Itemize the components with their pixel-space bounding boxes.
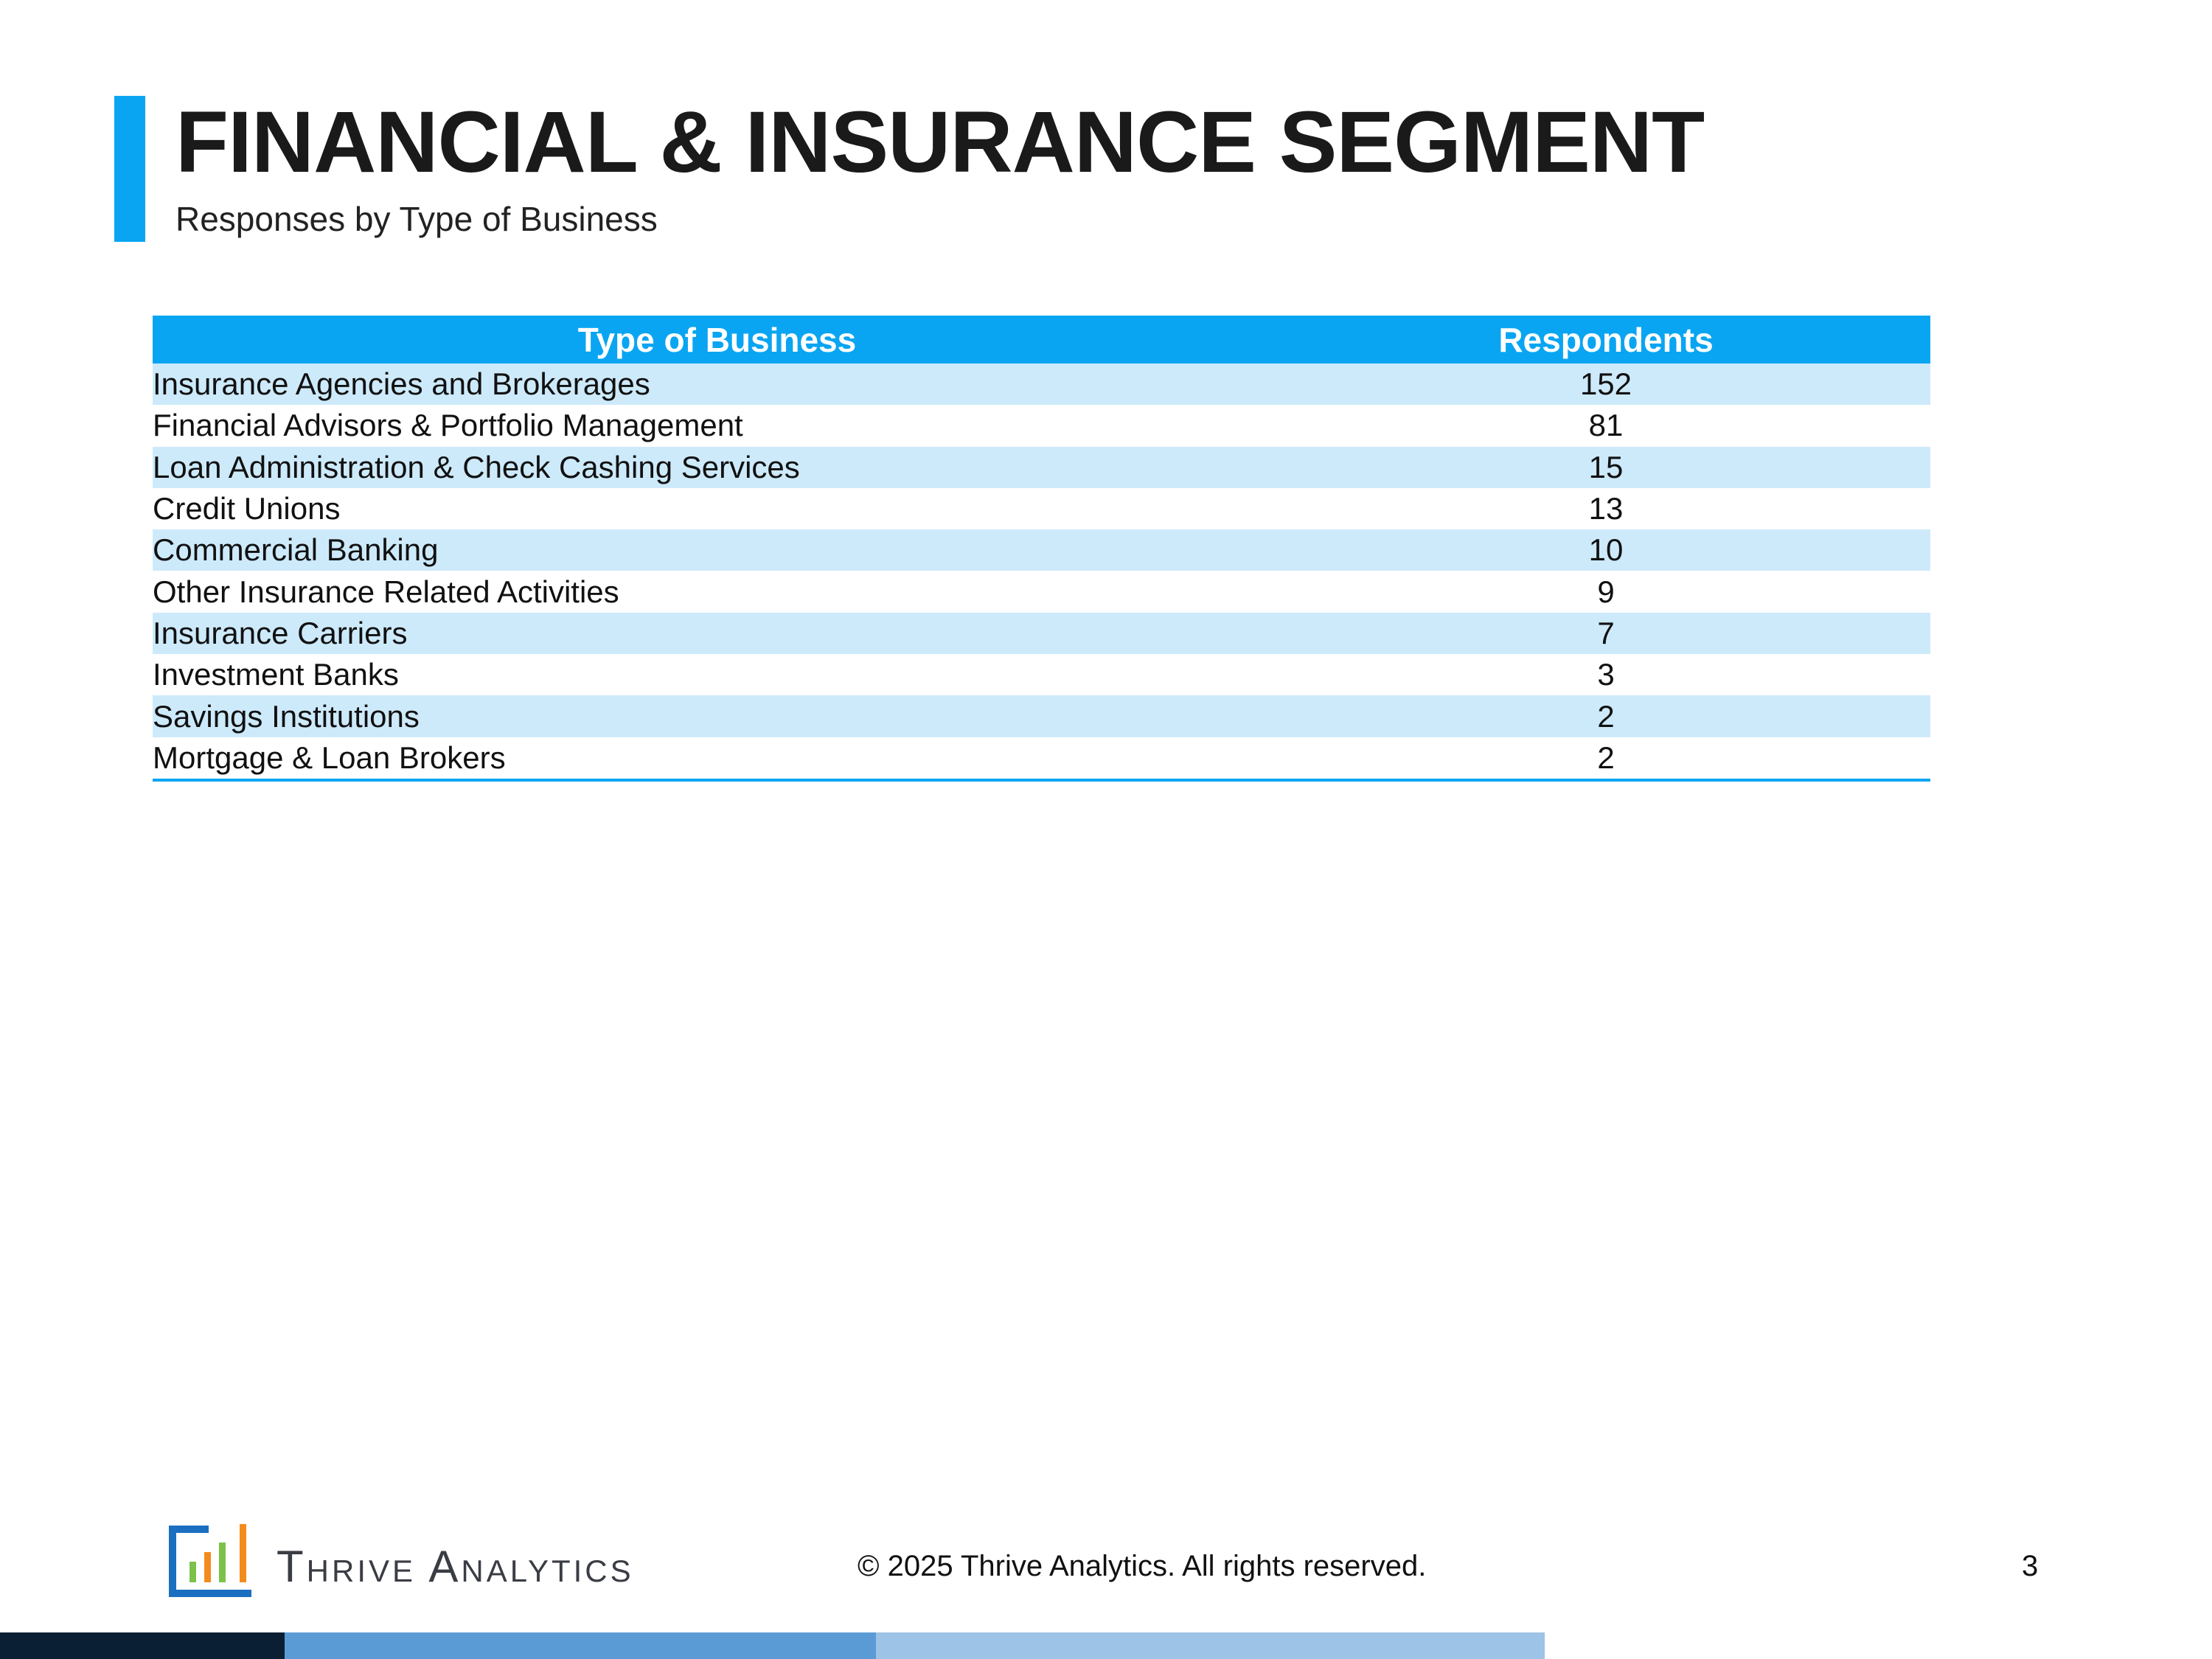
business-type-cell: Savings Institutions: [153, 695, 1281, 737]
business-type-cell: Financial Advisors & Portfolio Managemen…: [153, 408, 743, 443]
footer-bar-dark: [0, 1632, 285, 1659]
table-row: Insurance Carriers 7: [153, 612, 1930, 655]
table-row: Commercial Banking 10: [153, 529, 1930, 571]
footer-bar-mid: [285, 1632, 876, 1659]
table-row: Credit Unions 13: [153, 488, 1930, 529]
table-row: Savings Institutions 2: [153, 695, 1930, 737]
table-header-row: Type of Business Respondents: [153, 316, 1930, 364]
business-type-table: Type of Business Respondents Insurance A…: [153, 316, 1930, 782]
table-row: Loan Administration & Check Cashing Serv…: [153, 446, 1930, 488]
respondents-cell: 81: [1588, 408, 1624, 443]
page-subtitle: Responses by Type of Business: [175, 200, 658, 238]
table-row: Financial Advisors & Portfolio Managemen…: [153, 405, 1930, 446]
business-type-cell: Insurance Carriers: [153, 612, 1281, 655]
table-row: Mortgage & Loan Brokers 2: [153, 737, 1930, 782]
business-type-cell: Credit Unions: [153, 491, 341, 526]
copyright: © 2025 Thrive Analytics. All rights rese…: [858, 1550, 1427, 1582]
business-type-cell: Other Insurance Related Activities: [153, 574, 619, 609]
page-number: 3: [2022, 1550, 2039, 1582]
thrive-analytics-logo-icon: [169, 1524, 251, 1597]
respondents-cell: 10: [1281, 529, 1930, 571]
respondents-cell: 152: [1281, 364, 1930, 406]
page-title: FINANCIAL & INSURANCE SEGMENT: [175, 94, 1705, 191]
respondents-cell: 3: [1597, 657, 1615, 692]
respondents-cell: 7: [1281, 612, 1930, 655]
column-header-type: Type of Business: [153, 316, 1281, 364]
respondents-cell: 2: [1281, 737, 1930, 782]
business-type-cell: Insurance Agencies and Brokerages: [153, 364, 1281, 406]
respondents-cell: 9: [1597, 574, 1615, 609]
respondents-cell: 2: [1281, 695, 1930, 737]
business-type-cell: Commercial Banking: [153, 529, 1281, 571]
table-row: Insurance Agencies and Brokerages 152: [153, 364, 1930, 406]
table-row: Other Insurance Related Activities 9: [153, 571, 1930, 612]
column-header-respondents: Respondents: [1281, 316, 1930, 364]
brand-name: Thrive Analytics: [276, 1542, 634, 1591]
business-type-cell: Investment Banks: [153, 657, 399, 692]
business-type-cell: Mortgage & Loan Brokers: [153, 737, 1281, 782]
table-row: Investment Banks 3: [153, 654, 1930, 695]
respondents-cell: 13: [1588, 491, 1624, 526]
footer-bar-light: [876, 1632, 1545, 1659]
business-type-cell: Loan Administration & Check Cashing Serv…: [153, 446, 1281, 488]
respondents-cell: 15: [1281, 446, 1930, 488]
title-accent-bar: [114, 96, 145, 242]
